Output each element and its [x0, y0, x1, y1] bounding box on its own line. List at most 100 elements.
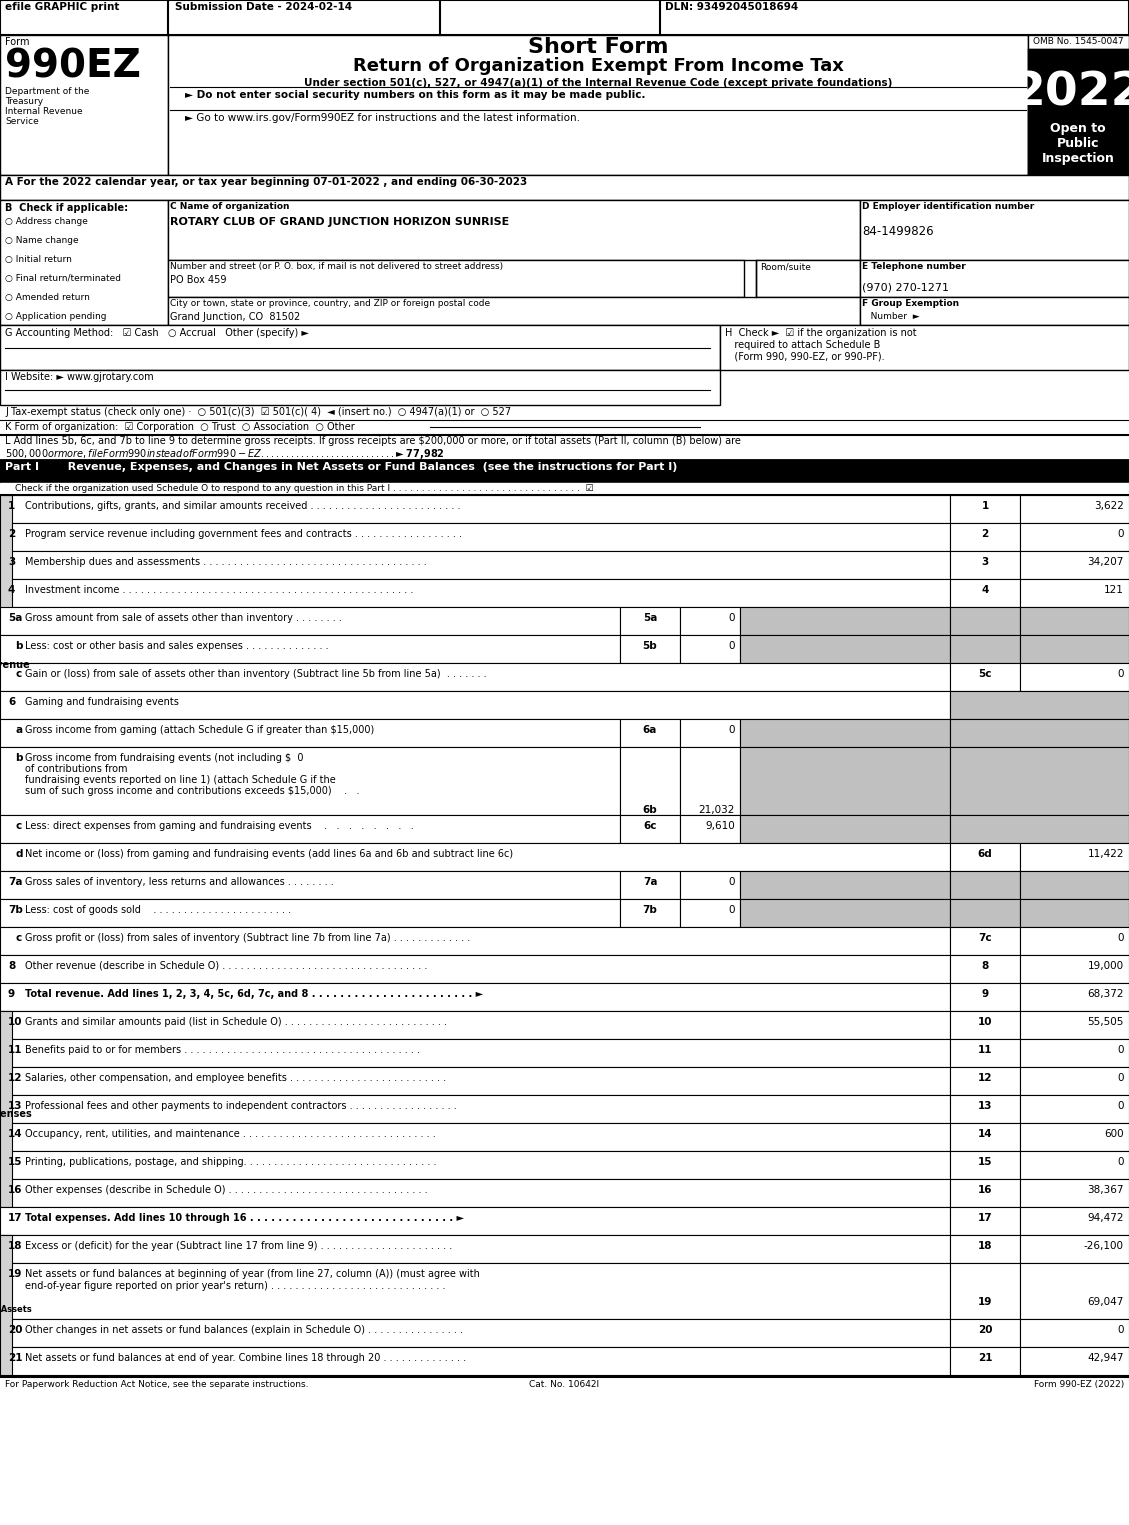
Text: Net income or (loss) from gaming and fundraising events (add lines 6a and 6b and: Net income or (loss) from gaming and fun…: [25, 849, 513, 859]
Text: Net Assets: Net Assets: [0, 1305, 32, 1315]
Bar: [0, 718, 620, 747]
Bar: [1019, 843, 1129, 871]
Bar: [720, 325, 1129, 371]
Bar: [680, 747, 739, 814]
Bar: [0, 814, 620, 843]
Bar: [620, 718, 680, 747]
Text: 5a: 5a: [642, 613, 657, 624]
Text: 20: 20: [978, 1325, 992, 1334]
Bar: [860, 259, 1129, 297]
Text: 14: 14: [978, 1128, 992, 1139]
Text: 12: 12: [978, 1074, 992, 1083]
Text: 0: 0: [728, 904, 735, 915]
Text: 15: 15: [8, 1157, 23, 1167]
Text: ROTARY CLUB OF GRAND JUNCTION HORIZON SUNRISE: ROTARY CLUB OF GRAND JUNCTION HORIZON SU…: [170, 217, 509, 227]
Text: c: c: [15, 820, 21, 831]
Text: (970) 270-1271: (970) 270-1271: [863, 282, 949, 291]
Text: 7a: 7a: [642, 877, 657, 888]
Text: 16: 16: [8, 1185, 23, 1196]
Text: 14: 14: [8, 1128, 23, 1139]
Bar: [0, 1377, 1129, 1405]
Text: ► Do not enter social security numbers on this form as it may be made public.: ► Do not enter social security numbers o…: [185, 90, 646, 101]
Text: Cat. No. 10642I: Cat. No. 10642I: [530, 1380, 599, 1389]
Text: 11: 11: [8, 1045, 23, 1055]
Bar: [1029, 49, 1129, 114]
Bar: [0, 1206, 949, 1235]
Text: Grand Junction, CO  81502: Grand Junction, CO 81502: [170, 313, 300, 322]
Bar: [0, 1263, 949, 1319]
Bar: [1019, 927, 1129, 955]
Bar: [949, 1068, 1019, 1095]
Text: Program service revenue including government fees and contracts . . . . . . . . : Program service revenue including govern…: [25, 529, 462, 538]
Bar: [620, 814, 680, 843]
Text: 0: 0: [1118, 1074, 1124, 1083]
Text: B  Check if applicable:: B Check if applicable:: [5, 203, 128, 214]
Bar: [0, 955, 949, 984]
Bar: [949, 663, 1019, 691]
Bar: [1019, 1235, 1129, 1263]
Text: Internal Revenue: Internal Revenue: [5, 107, 82, 116]
Bar: [1019, 607, 1129, 634]
Text: 34,207: 34,207: [1087, 557, 1124, 567]
Bar: [0, 551, 949, 580]
Text: 1: 1: [8, 502, 16, 511]
Bar: [0, 843, 949, 871]
Bar: [739, 634, 949, 663]
Text: K Form of organization:  ☑ Corporation  ○ Trust  ○ Association  ○ Other: K Form of organization: ☑ Corporation ○ …: [5, 422, 355, 432]
Text: Part I: Part I: [5, 462, 40, 473]
Text: Gross income from gaming (attach Schedule G if greater than $15,000): Gross income from gaming (attach Schedul…: [25, 724, 374, 735]
Text: Check if the organization used Schedule O to respond to any question in this Par: Check if the organization used Schedule …: [15, 483, 594, 493]
Text: 3: 3: [981, 557, 989, 567]
Text: Less: cost or other basis and sales expenses . . . . . . . . . . . . . .: Less: cost or other basis and sales expe…: [25, 640, 329, 651]
Bar: [949, 607, 1019, 634]
Text: 9,610: 9,610: [706, 820, 735, 831]
Text: H  Check ►  ☑ if the organization is not
   required to attach Schedule B
   (Fo: H Check ► ☑ if the organization is not r…: [725, 328, 917, 361]
Bar: [0, 634, 620, 663]
Text: C Name of organization: C Name of organization: [170, 201, 289, 210]
Bar: [739, 900, 949, 927]
Text: b: b: [15, 640, 23, 651]
Bar: [0, 371, 720, 406]
Text: $500,000 or more, file Form 990 instead of Form 990-EZ . . . . . . . . . . . . .: $500,000 or more, file Form 990 instead …: [5, 447, 445, 461]
Bar: [0, 1235, 12, 1376]
Bar: [0, 1347, 949, 1376]
Bar: [1019, 580, 1129, 607]
Bar: [168, 297, 860, 325]
Text: 3: 3: [8, 557, 16, 567]
Text: 0: 0: [728, 640, 735, 651]
Text: 5b: 5b: [642, 640, 657, 651]
Text: DLN: 93492045018694: DLN: 93492045018694: [665, 2, 798, 12]
Bar: [1019, 1151, 1129, 1179]
Text: Treasury: Treasury: [5, 98, 43, 107]
Bar: [860, 200, 1129, 259]
Bar: [620, 634, 680, 663]
Bar: [1019, 1206, 1129, 1235]
Text: F Group Exemption: F Group Exemption: [863, 299, 960, 308]
Text: 5a: 5a: [8, 613, 23, 624]
Bar: [949, 523, 1019, 551]
Text: sum of such gross income and contributions exceeds $15,000)    .   .: sum of such gross income and contributio…: [25, 785, 359, 796]
Text: c: c: [15, 933, 21, 942]
Text: ○ Final return/terminated: ○ Final return/terminated: [5, 274, 121, 284]
Bar: [1019, 1347, 1129, 1376]
Text: Revenue: Revenue: [0, 660, 29, 669]
Bar: [1019, 1179, 1129, 1206]
Text: Number and street (or P. O. box, if mail is not delivered to street address): Number and street (or P. O. box, if mail…: [170, 262, 504, 271]
Text: 10: 10: [8, 1017, 23, 1026]
Text: Revenue, Expenses, and Changes in Net Assets or Fund Balances  (see the instruct: Revenue, Expenses, and Changes in Net As…: [60, 462, 677, 473]
Text: For Paperwork Reduction Act Notice, see the separate instructions.: For Paperwork Reduction Act Notice, see …: [5, 1380, 308, 1389]
Text: 9: 9: [981, 990, 989, 999]
Bar: [0, 175, 1129, 200]
Bar: [739, 607, 949, 634]
Text: a: a: [15, 724, 23, 735]
Text: 0: 0: [728, 724, 735, 735]
Text: 8: 8: [981, 961, 989, 971]
Bar: [0, 523, 949, 551]
Text: 17: 17: [8, 1212, 23, 1223]
Text: ○ Amended return: ○ Amended return: [5, 293, 90, 302]
Bar: [0, 1011, 949, 1039]
Text: G Accounting Method:   ☑ Cash   ○ Accrual   Other (specify) ►: G Accounting Method: ☑ Cash ○ Accrual Ot…: [5, 328, 309, 339]
Text: Membership dues and assessments . . . . . . . . . . . . . . . . . . . . . . . . : Membership dues and assessments . . . . …: [25, 557, 427, 567]
Bar: [1019, 634, 1129, 663]
Bar: [0, 580, 949, 607]
